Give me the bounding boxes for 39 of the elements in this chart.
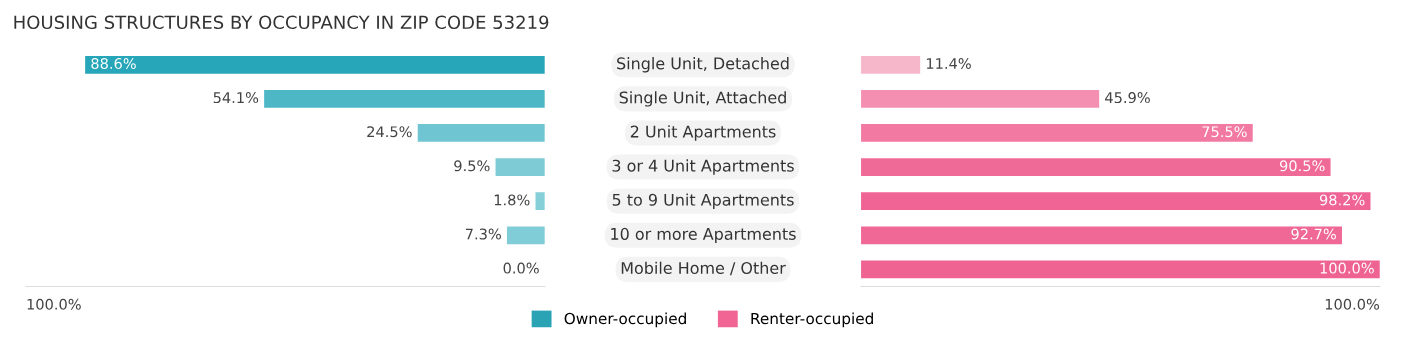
data-label: 88.6%	[91, 57, 136, 70]
bar	[861, 226, 1342, 245]
y-tick-label: 3 or 4 Unit Apartments	[612, 159, 794, 175]
y-tick-label: 5 to 9 Unit Apartments	[612, 193, 794, 209]
legend-label: Renter-occupied	[751, 312, 873, 328]
bar	[861, 55, 921, 74]
data-label: 45.9%	[1105, 92, 1150, 104]
bar	[506, 226, 545, 245]
data-label: 11.4%	[926, 57, 971, 70]
data-label: 9.5%	[454, 160, 490, 172]
legend-label: Owner-occupied	[564, 312, 686, 328]
bar	[264, 90, 545, 108]
y-tick-label: 2 Unit Apartments	[630, 125, 776, 141]
bar	[535, 192, 545, 211]
data-label: 75.5%	[1202, 126, 1247, 138]
data-label: 100.0%	[1320, 262, 1374, 274]
bar	[417, 124, 545, 142]
y-tick-label: Mobile Home / Other	[621, 261, 786, 276]
data-label: 98.2%	[1319, 194, 1365, 206]
bar	[861, 90, 1100, 108]
data-label: 24.5%	[367, 126, 412, 138]
bar	[861, 124, 1253, 142]
bar	[861, 260, 1380, 279]
y-tick-label: Single Unit, Attached	[619, 91, 786, 107]
chart-title: HOUSING STRUCTURES BY OCCUPANCY IN ZIP CODE 53219	[14, 15, 549, 30]
bar	[495, 158, 545, 176]
data-label: 0.0%	[503, 262, 539, 274]
bar	[85, 55, 545, 74]
data-label: 54.1%	[213, 92, 259, 104]
data-label: 92.7%	[1291, 228, 1336, 240]
bar	[861, 158, 1331, 176]
text: 100.0%	[1325, 298, 1380, 310]
y-tick-label: 10 or more Apartments	[611, 227, 796, 244]
data-label: 1.8%	[494, 194, 530, 206]
text: 100.0%	[27, 298, 81, 310]
bar	[861, 192, 1371, 211]
data-label: 90.5%	[1279, 160, 1325, 172]
y-tick-label: Single Unit, Detached	[617, 57, 789, 73]
data-label: 7.3%	[465, 228, 501, 240]
